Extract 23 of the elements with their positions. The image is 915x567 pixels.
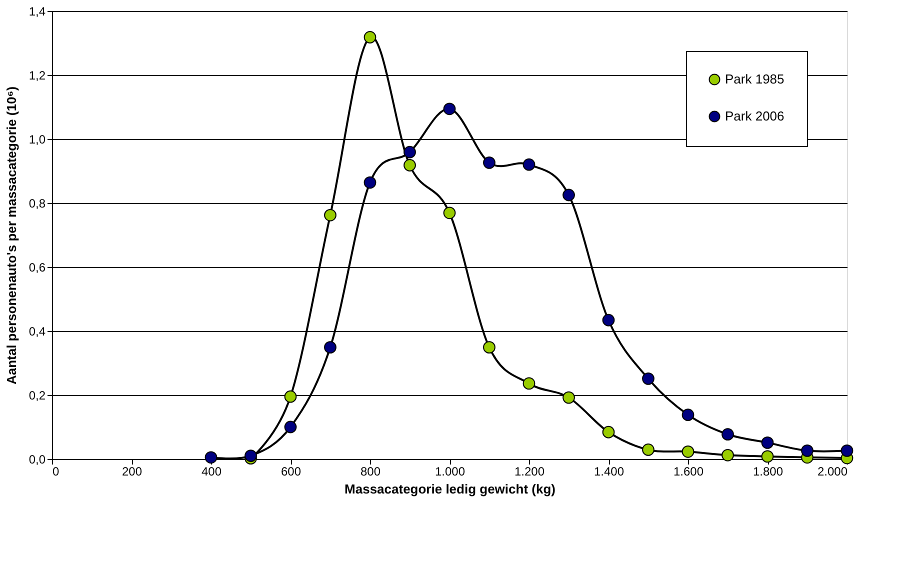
x-tick-label: 0 <box>52 464 60 478</box>
y-tick-label: 0,0 <box>28 452 46 466</box>
y-tick-label: 0,2 <box>28 388 46 402</box>
x-tick-label: 800 <box>360 464 381 478</box>
y-tick-label: 0,6 <box>28 260 46 274</box>
x-tick-label: 1.000 <box>434 464 466 478</box>
x-axis-title: Massacategorie ledig gewicht (kg) <box>344 482 556 496</box>
y-tick-label: 1,4 <box>28 4 46 18</box>
x-tick-label: 400 <box>201 464 222 478</box>
y-axis-title: Aantal personenauto's per massacategorie (10⁶) <box>4 86 19 385</box>
x-tick-label: 600 <box>280 464 302 478</box>
y-tick-label: 1,2 <box>28 68 46 82</box>
x-tick-label: 1.200 <box>514 464 545 478</box>
x-tick-label: 1.600 <box>673 464 704 478</box>
y-tick-label: 0,4 <box>28 324 46 338</box>
legend-label: Park 1985 <box>725 72 784 86</box>
x-tick-label: 1.800 <box>752 464 784 478</box>
y-tick-label: 1,0 <box>28 132 46 146</box>
y-tick-label: 0,8 <box>28 196 46 210</box>
x-tick-label: 2.000 <box>817 464 848 478</box>
x-tick-label: 1.400 <box>594 464 624 478</box>
legend-label: Park 2006 <box>725 108 784 124</box>
x-tick-label: 200 <box>122 464 142 478</box>
